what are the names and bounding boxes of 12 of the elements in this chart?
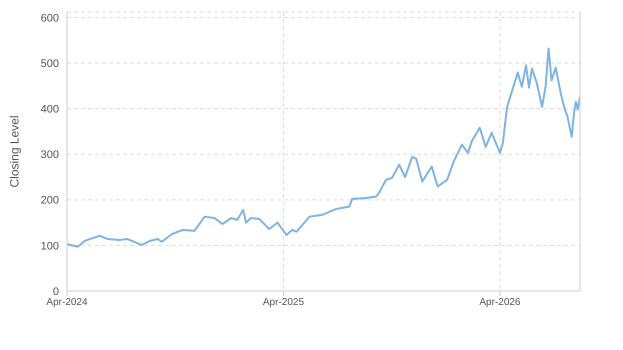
line-series bbox=[67, 47, 580, 248]
y-tick-label: 600 bbox=[40, 12, 59, 24]
x-tick-label: Apr-2025 bbox=[262, 297, 304, 308]
y-tick-label: 200 bbox=[40, 194, 59, 207]
y-tick-label: 400 bbox=[40, 104, 59, 116]
x-tick-label: Apr-2026 bbox=[479, 297, 521, 308]
y-tick-label: 0 bbox=[52, 286, 59, 298]
y-axis-title: Closing Level bbox=[7, 115, 22, 188]
y-tick-label: 100 bbox=[40, 240, 59, 252]
x-tick-label: Apr-2024 bbox=[46, 297, 88, 308]
y-tick-label: 300 bbox=[40, 149, 59, 162]
y-tick-label: 500 bbox=[40, 58, 59, 70]
